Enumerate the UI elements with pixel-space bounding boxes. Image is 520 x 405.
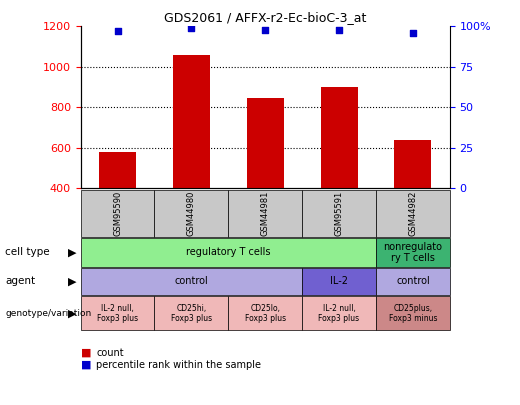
Text: percentile rank within the sample: percentile rank within the sample [96,360,261,370]
Bar [99,152,136,188]
Text: CD25hi,
Foxp3 plus: CD25hi, Foxp3 plus [171,304,212,323]
Text: ▶: ▶ [69,277,77,286]
Point [261,27,269,34]
Text: agent: agent [5,277,35,286]
Text: ■: ■ [81,348,91,358]
Bar [247,98,284,188]
Title: GDS2061 / AFFX-r2-Ec-bioC-3_at: GDS2061 / AFFX-r2-Ec-bioC-3_at [164,11,367,24]
Text: control: control [396,277,430,286]
Text: CD25lo,
Foxp3 plus: CD25lo, Foxp3 plus [244,304,286,323]
Text: IL-2: IL-2 [330,277,348,286]
Text: control: control [175,277,208,286]
Text: GSM95590: GSM95590 [113,191,122,236]
Text: GSM44982: GSM44982 [408,191,418,237]
Text: ▶: ▶ [69,308,77,318]
Text: GSM95591: GSM95591 [334,191,344,236]
Text: IL-2 null,
Foxp3 plus: IL-2 null, Foxp3 plus [318,304,360,323]
Text: CD25plus,
Foxp3 minus: CD25plus, Foxp3 minus [388,304,437,323]
Text: count: count [96,348,124,358]
Text: cell type: cell type [5,247,50,257]
Bar [173,55,210,188]
Text: GSM44980: GSM44980 [187,191,196,237]
Point [187,25,196,31]
Bar [395,140,432,188]
Text: ▶: ▶ [69,247,77,257]
Bar [321,87,358,188]
Text: GSM44981: GSM44981 [261,191,270,237]
Point [409,30,417,36]
Text: regulatory T cells: regulatory T cells [186,247,270,257]
Point [113,28,122,34]
Point [335,26,343,33]
Text: nonregulato
ry T cells: nonregulato ry T cells [383,241,443,263]
Text: genotype/variation: genotype/variation [5,309,92,318]
Text: ■: ■ [81,360,91,370]
Text: IL-2 null,
Foxp3 plus: IL-2 null, Foxp3 plus [97,304,138,323]
